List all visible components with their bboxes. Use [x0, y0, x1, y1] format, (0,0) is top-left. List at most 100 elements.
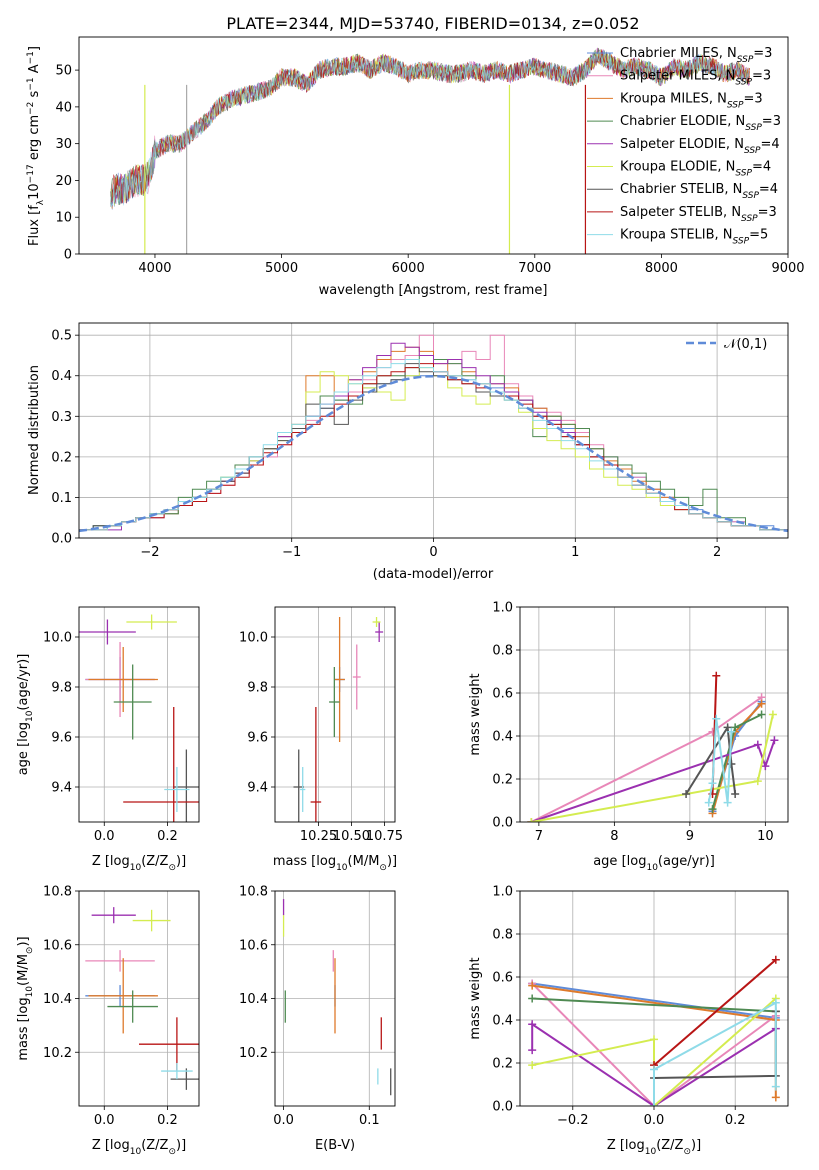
x-tick-label: 0.2 — [157, 829, 178, 844]
label-part: (Z/Z — [141, 854, 168, 869]
y-tick-label: 9.8 — [51, 681, 72, 696]
label-part: 10 — [25, 710, 35, 722]
weight-marker-4 — [528, 1020, 537, 1029]
x-axis-label: mass [log10(M/M⊙)] — [273, 854, 397, 873]
label-part: ⊙ — [168, 1147, 176, 1157]
panel-weight_vs_Z: −0.2 0.0 0.2 0.0 0.2 0.4 0.6 0.8 1.0 Z [log10(Z/Z… — [468, 885, 789, 1157]
x-tick-label: 10.75 — [366, 829, 403, 844]
label-part: −1 — [26, 77, 36, 90]
weight-marker-3 — [528, 994, 537, 1003]
plot-area — [282, 899, 392, 1096]
plot-area — [527, 671, 779, 822]
label-part: =3 — [762, 114, 781, 129]
x-axis-label: wavelength [Angstrom, rest frame] — [319, 283, 548, 298]
y-tick-label: 0.8 — [492, 644, 513, 659]
label-part: =5 — [749, 228, 768, 243]
y-tick-label: 50 — [55, 64, 72, 79]
y-tick-label: 10.2 — [43, 1046, 72, 1061]
plot-area — [110, 47, 750, 254]
weight-marker-6 — [723, 723, 732, 732]
legend-entry-6: Chabrier STELIB, NSSP=4 — [620, 182, 778, 201]
weight-marker-8 — [771, 998, 780, 1007]
x-tick-label: 6000 — [392, 261, 425, 276]
normal-curve — [79, 374, 788, 533]
label-part: =4 — [760, 137, 779, 152]
spectrum-line-9 — [110, 49, 750, 208]
weight-marker-4 — [753, 740, 762, 749]
label-part: (M/M — [348, 854, 380, 869]
y-tick-label: 30 — [55, 137, 72, 152]
label-part: erg cm — [27, 115, 42, 164]
label-part: A — [27, 64, 42, 77]
plot-area — [293, 617, 384, 822]
weight-marker-8 — [771, 1082, 780, 1091]
axes-frame — [274, 890, 396, 1107]
y-tick-label: 0.8 — [492, 928, 513, 943]
y-tick-label: 0.0 — [51, 532, 72, 547]
label-part: Z [log — [92, 854, 130, 869]
x-tick-label: 10.25 — [300, 829, 337, 844]
label-part: Salpeter MILES, N — [620, 69, 735, 84]
weight-marker-8 — [723, 798, 732, 807]
y-tick-label: 0.2 — [51, 450, 72, 465]
label-part: SSP — [735, 169, 752, 179]
y-tick-label: 9.8 — [247, 681, 268, 696]
y-tick-label: 0.6 — [492, 687, 513, 702]
x-tick-label: 0.0 — [94, 1113, 115, 1128]
plot-area — [528, 955, 780, 1106]
y-axis-label: mass weight — [468, 957, 483, 1039]
axes-frame — [519, 890, 789, 1107]
x-tick-label: 10.50 — [333, 829, 370, 844]
label-part: ⊙ — [379, 863, 387, 873]
axes-frame — [78, 36, 789, 255]
x-tick-label: −0.2 — [557, 1113, 589, 1128]
y-tick-label: 20 — [55, 174, 72, 189]
label-part: (age/yr)] — [658, 854, 715, 869]
legend-entry-5: Kroupa ELODIE, NSSP=4 — [620, 160, 771, 179]
label-part: 10 — [646, 863, 658, 873]
x-axis-label: Z [log10(Z/Z⊙)] — [92, 1138, 186, 1157]
weight-line-7 — [653, 959, 777, 1066]
axes-frame — [78, 322, 789, 539]
weight-marker-4 — [770, 736, 779, 745]
label-part: Flux [f — [27, 205, 42, 246]
weight-marker-5 — [650, 1035, 658, 1044]
label-part: ⊙ — [25, 947, 35, 955]
figure-title: PLATE=2344, MJD=53740, FIBERID=0134, z=0… — [226, 14, 639, 33]
y-tick-label: 9.6 — [51, 731, 72, 746]
label-part: s — [27, 90, 42, 101]
x-tick-label: 7000 — [518, 261, 551, 276]
weight-marker-5 — [528, 1061, 537, 1070]
y-tick-label: 10 — [55, 211, 72, 226]
y-tick-label: 10.4 — [239, 992, 268, 1007]
weight-marker-8 — [650, 1102, 658, 1106]
axes-frame — [78, 606, 200, 823]
weight-marker-6 — [682, 790, 691, 799]
weight-line-6 — [685, 724, 737, 795]
weight-marker-6 — [731, 790, 740, 799]
x-tick-label: 0.0 — [273, 1113, 294, 1128]
label-part: λ — [36, 199, 46, 205]
x-tick-label: 5000 — [265, 261, 298, 276]
weight-line-8 — [653, 1001, 777, 1106]
weight-line-3 — [532, 997, 776, 1013]
y-tick-label: 0.4 — [492, 1014, 513, 1029]
label-part: SSP — [735, 78, 752, 88]
plot-area — [85, 907, 199, 1090]
y-tick-label: 9.6 — [247, 731, 268, 746]
legend-entry-2: Kroupa MILES, NSSP=3 — [620, 91, 763, 110]
x-tick-label: 1 — [571, 545, 579, 560]
weight-marker-3 — [731, 723, 740, 732]
label-part: (M/M — [16, 954, 31, 986]
y-axis-label: mass [log10(M/M⊙)] — [16, 936, 35, 1060]
y-tick-label: 10.8 — [43, 885, 72, 900]
legend-entry-8: Kroupa STELIB, NSSP=5 — [620, 228, 768, 247]
x-tick-label: 0.1 — [359, 1113, 380, 1128]
label-part: Z [log — [607, 1138, 645, 1153]
weight-marker-2 — [757, 699, 766, 708]
y-tick-label: 0.2 — [492, 1057, 513, 1072]
label-part: SSP — [733, 237, 750, 247]
y-tick-label: 0 — [64, 248, 72, 263]
y-tick-label: 9.4 — [247, 781, 268, 796]
